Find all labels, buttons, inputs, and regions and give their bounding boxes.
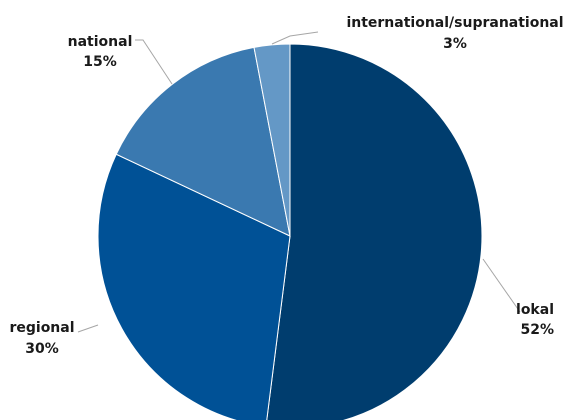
leader-line-lokal: [482, 258, 521, 313]
pie-slice-national: [115, 46, 291, 237]
leader-line-international-supranational: [271, 31, 319, 45]
slice-label-regional: regional: [9, 320, 74, 336]
slice-value-international-supranational: 3%: [443, 36, 467, 52]
slice-label-international-supranational: international/supranational: [346, 15, 563, 31]
slice-value-regional: 30%: [25, 341, 59, 357]
slice-labels: lokal 52% regional 30% national 15% internatio…: [9, 15, 563, 357]
pie-slices: [97, 43, 483, 420]
slice-label-lokal: lokal: [516, 302, 554, 318]
leader-line-regional: [77, 324, 99, 333]
leader-lines: [77, 31, 521, 333]
slice-value-lokal: 52%: [520, 322, 554, 338]
pie-slice-lokal: [266, 43, 483, 420]
pie-slice-international-supranational: [253, 43, 291, 237]
leader-line-national: [135, 39, 173, 85]
pie-slice-regional: [97, 153, 291, 420]
slice-value-national: 15%: [83, 54, 117, 70]
slice-label-national: national: [68, 34, 133, 50]
